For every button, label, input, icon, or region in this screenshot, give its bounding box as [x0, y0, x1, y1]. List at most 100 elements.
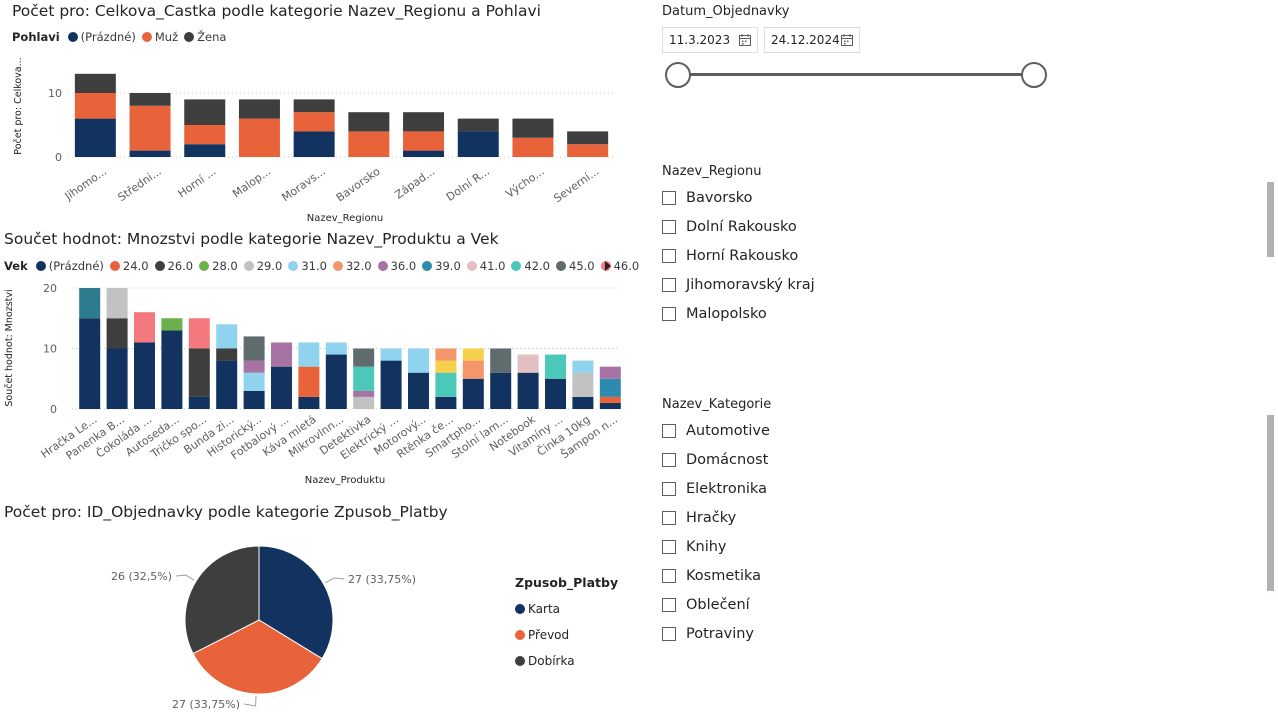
bar-segment[interactable]: [457, 118, 499, 132]
chart2-legend-item[interactable]: 29.0: [243, 259, 282, 273]
pie-legend-item[interactable]: Dobírka: [515, 648, 575, 674]
checkbox[interactable]: [662, 277, 676, 292]
bar-segment[interactable]: [134, 312, 155, 343]
checkbox[interactable]: [662, 539, 676, 554]
date-slider-track[interactable]: [678, 73, 1034, 76]
chart2-legend-item[interactable]: 39.0: [422, 259, 461, 273]
bar-segment[interactable]: [572, 396, 594, 409]
category-option[interactable]: Oblečení: [662, 590, 770, 619]
bar-segment[interactable]: [435, 348, 457, 361]
bar-segment[interactable]: [243, 390, 265, 409]
bar-segment[interactable]: [545, 354, 566, 379]
bar-segment[interactable]: [545, 378, 566, 409]
checkbox[interactable]: [662, 219, 676, 234]
category-option[interactable]: Automotive: [662, 416, 770, 445]
category-option[interactable]: Kosmetika: [662, 561, 770, 590]
bar-segment[interactable]: [188, 318, 210, 349]
bar-segment[interactable]: [348, 131, 390, 157]
bar-segment[interactable]: [79, 318, 101, 409]
bar-segment[interactable]: [74, 73, 116, 93]
bar-segment[interactable]: [567, 144, 609, 157]
chart2-legend-item[interactable]: 31.0: [288, 259, 327, 273]
bar-segment[interactable]: [216, 348, 238, 361]
bar-segment[interactable]: [435, 372, 457, 397]
bar-segment[interactable]: [462, 348, 484, 361]
bar-segment[interactable]: [298, 366, 320, 397]
bar-segment[interactable]: [106, 288, 128, 319]
bar-segment[interactable]: [271, 366, 292, 409]
calendar-icon[interactable]: [739, 34, 751, 46]
bar-segment[interactable]: [599, 396, 621, 403]
bar-segment[interactable]: [490, 348, 512, 373]
bar-segment[interactable]: [572, 360, 594, 373]
bar-segment[interactable]: [435, 360, 457, 373]
checkbox[interactable]: [662, 452, 676, 467]
bar-segment[interactable]: [238, 99, 280, 119]
category-option[interactable]: Potraviny: [662, 619, 770, 648]
bar-segment[interactable]: [490, 372, 512, 409]
legend-next-arrow-icon[interactable]: [605, 261, 611, 271]
bar-segment[interactable]: [74, 93, 116, 119]
bar-segment[interactable]: [353, 396, 375, 409]
chart1-legend-item[interactable]: Žena: [184, 30, 226, 44]
bar-segment[interactable]: [403, 112, 445, 132]
region-slicer-scrollbar[interactable]: [1267, 182, 1274, 257]
bar-segment[interactable]: [403, 150, 445, 157]
bar-segment[interactable]: [188, 348, 210, 397]
category-option[interactable]: Knihy: [662, 532, 770, 561]
checkbox[interactable]: [662, 481, 676, 496]
bar-segment[interactable]: [293, 112, 335, 132]
bar-segment[interactable]: [517, 372, 539, 409]
checkbox[interactable]: [662, 248, 676, 263]
bar-segment[interactable]: [216, 360, 238, 409]
pie-legend-item[interactable]: Převod: [515, 622, 575, 648]
checkbox[interactable]: [662, 423, 676, 438]
checkbox[interactable]: [662, 597, 676, 612]
chart2-legend-item[interactable]: 36.0: [377, 259, 416, 273]
bar-segment[interactable]: [348, 112, 390, 132]
date-to-input[interactable]: 24.12.2024: [764, 27, 860, 53]
chart2-legend-item[interactable]: (Prázdné): [35, 259, 104, 273]
payment-pie-chart[interactable]: 27 (33,75%) 27 (33,75%) 26 (32,5%): [0, 530, 640, 719]
bar-segment[interactable]: [134, 342, 155, 409]
bar-segment[interactable]: [238, 118, 280, 157]
region-option[interactable]: Dolní Rakousko: [662, 212, 815, 241]
chart2-legend-item[interactable]: 32.0: [332, 259, 372, 273]
pie-slice[interactable]: [192, 619, 323, 695]
bar-segment[interactable]: [572, 372, 594, 397]
bar-segment[interactable]: [408, 372, 429, 409]
region-option[interactable]: Horní Rakousko: [662, 241, 815, 270]
bar-segment[interactable]: [271, 342, 292, 367]
bar-segment[interactable]: [79, 288, 101, 319]
bar-segment[interactable]: [380, 360, 402, 409]
category-option[interactable]: Hračky: [662, 503, 770, 532]
bar-segment[interactable]: [512, 137, 554, 157]
chart2-legend-item[interactable]: 41.0: [466, 259, 505, 273]
bar-segment[interactable]: [161, 330, 183, 409]
bar-segment[interactable]: [435, 396, 457, 409]
category-option[interactable]: Domácnost: [662, 445, 770, 474]
bar-segment[interactable]: [184, 144, 226, 157]
bar-segment[interactable]: [298, 396, 320, 409]
bar-segment[interactable]: [129, 93, 171, 106]
bar-segment[interactable]: [567, 131, 609, 145]
bar-segment[interactable]: [129, 150, 171, 157]
bar-segment[interactable]: [243, 360, 265, 373]
date-slider-start-handle[interactable]: [665, 62, 691, 88]
bar-segment[interactable]: [353, 390, 375, 397]
region-option[interactable]: Bavorsko: [662, 183, 815, 212]
chart2-legend-item[interactable]: 45.0: [556, 259, 595, 273]
chart2-legend-item[interactable]: 26.0: [154, 259, 193, 273]
date-from-input[interactable]: 11.3.2023: [662, 27, 758, 53]
bar-segment[interactable]: [129, 105, 171, 151]
bar-segment[interactable]: [512, 118, 554, 138]
bar-segment[interactable]: [106, 348, 128, 410]
bar-segment[interactable]: [243, 336, 265, 361]
bar-segment[interactable]: [188, 396, 210, 409]
bar-segment[interactable]: [184, 99, 226, 125]
chart1-legend-item[interactable]: Muž: [141, 30, 178, 44]
pie-slice[interactable]: [184, 545, 260, 655]
region-gender-bar-chart[interactable]: 0 10 Počet pro: Celkova... Jihomo... Středni…: [0, 50, 640, 230]
checkbox[interactable]: [662, 510, 676, 525]
